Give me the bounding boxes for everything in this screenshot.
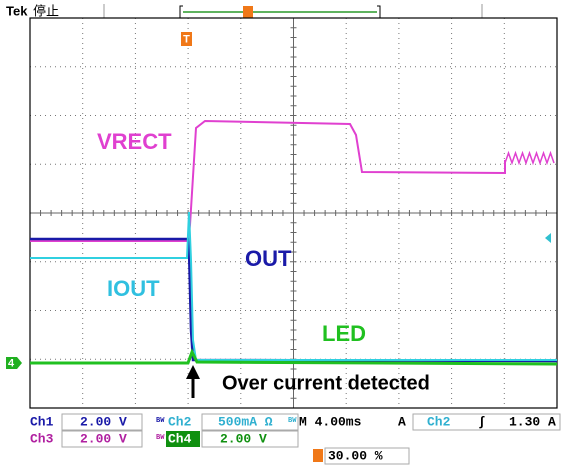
trigger-mode: A xyxy=(398,414,406,429)
brand: Tek xyxy=(6,3,28,18)
ch4-name: Ch4 xyxy=(168,431,192,446)
out-label: OUT xyxy=(245,246,292,271)
run-status: 停止 xyxy=(33,3,59,18)
ch4-highlight xyxy=(166,431,200,447)
trigger-marker-text: T xyxy=(183,33,190,45)
trigger-source: Ch2 xyxy=(427,414,451,429)
position-icon xyxy=(313,449,323,462)
ch4-scale: 2.00 V xyxy=(220,431,267,446)
iout-label: IOUT xyxy=(107,276,160,301)
vrect-ripple xyxy=(504,150,555,166)
ch3-scale: 2.00 V xyxy=(80,431,127,446)
level-marker xyxy=(545,233,551,243)
bw-mark: BW xyxy=(156,434,165,442)
vrect-label: VRECT xyxy=(97,129,172,154)
field-box xyxy=(201,413,299,431)
ch1-name: Ch1 xyxy=(30,414,54,429)
trigger-level: 1.30 A xyxy=(509,414,556,429)
timebase: M 4.00ms xyxy=(299,414,362,429)
ground-marker-text: 4 xyxy=(8,357,15,369)
ch2-scale: 500mA Ω xyxy=(218,414,273,429)
field-box xyxy=(324,447,410,465)
graticule xyxy=(29,17,558,409)
arrow-head xyxy=(186,365,200,379)
ground-marker xyxy=(6,357,22,369)
graticule-frame xyxy=(29,17,558,409)
field-box xyxy=(412,413,561,431)
ch1-scale: 2.00 V xyxy=(80,414,127,429)
ch3-name: Ch3 xyxy=(30,431,54,446)
field-box xyxy=(201,430,299,448)
field-box xyxy=(61,413,143,431)
ch2-name: Ch2 xyxy=(168,414,192,429)
bw-mark: BW xyxy=(156,417,165,425)
trigger-pos-marker xyxy=(243,6,253,18)
position: 30.00 % xyxy=(328,448,383,463)
trigger-slope: ∫ xyxy=(478,414,486,429)
led-label: LED xyxy=(322,321,366,346)
trigger-marker xyxy=(181,32,192,46)
field-box xyxy=(61,430,143,448)
event-label: Over current detected xyxy=(222,372,430,394)
bw-mark: BW xyxy=(288,417,297,425)
led-trace xyxy=(30,348,558,366)
